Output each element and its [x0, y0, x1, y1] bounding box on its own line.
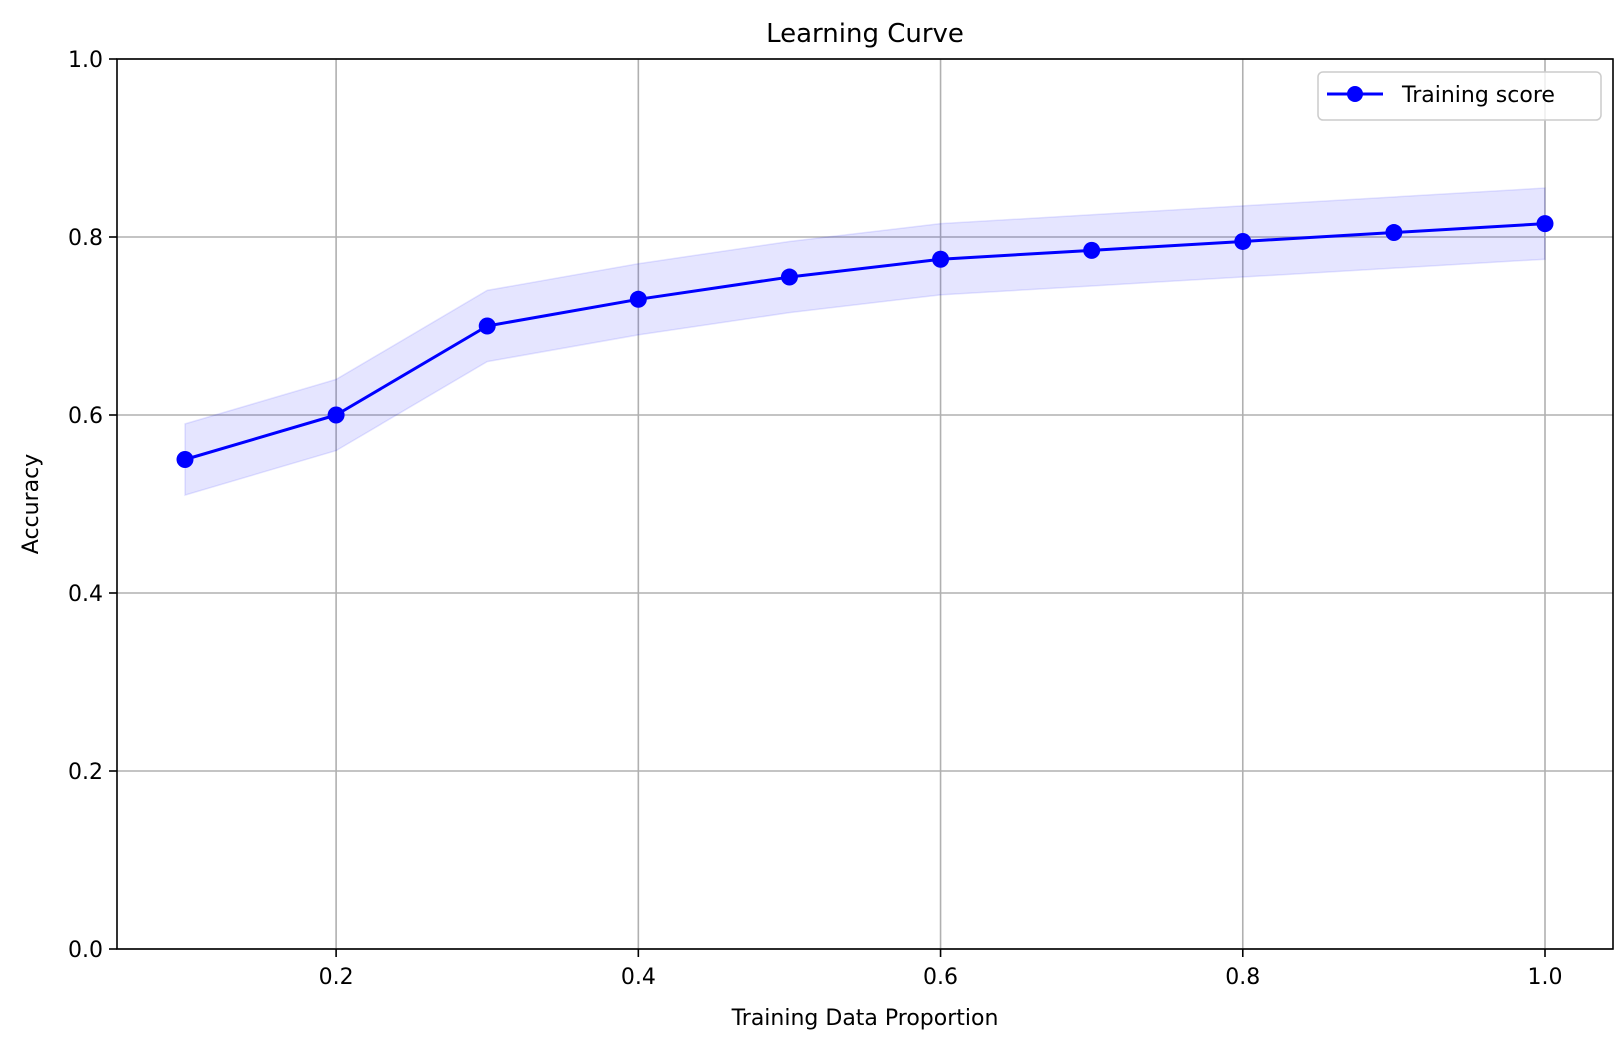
data-point [176, 451, 194, 468]
y-tick-label: 0.2 [68, 760, 103, 785]
series-markers [176, 215, 1554, 468]
legend-marker-swatch [1347, 86, 1363, 102]
data-point [1234, 232, 1252, 250]
x-tick-label: 0.4 [621, 965, 656, 990]
data-point [327, 406, 345, 424]
data-point [1083, 241, 1101, 259]
x-tick-label: 0.6 [923, 965, 958, 990]
series-line-training-score [184, 222, 1546, 461]
y-axis-label: Accuracy [19, 454, 44, 554]
x-tick-label: 0.8 [1225, 965, 1260, 990]
data-point [780, 268, 798, 286]
y-tick-label: 1.0 [68, 48, 103, 73]
legend-box [1317, 71, 1602, 121]
y-axis-ticks: 0.0 0.2 0.4 0.6 0.8 1.0 [68, 48, 117, 963]
legend: Training score [1317, 71, 1602, 121]
x-tick-label: 1.0 [1528, 965, 1563, 990]
x-tick-label: 0.2 [319, 965, 354, 990]
chart-title: Learning Curve [766, 19, 964, 49]
plot-frame [116, 58, 1614, 950]
y-tick-label: 0.4 [68, 582, 103, 607]
confidence-band [184, 187, 1546, 497]
legend-label-training-score: Training score [1401, 83, 1555, 108]
series-line-layer [184, 222, 1546, 461]
y-tick-label: 0.8 [68, 226, 103, 251]
y-tick-label: 0.0 [68, 938, 103, 963]
confidence-band-layer [184, 187, 1546, 497]
data-point [932, 250, 950, 268]
data-point [1385, 224, 1403, 242]
y-tick-label: 0.6 [68, 404, 103, 429]
data-point [1536, 215, 1554, 233]
data-point [629, 290, 647, 308]
x-axis-label: Training Data Proportion [731, 1006, 999, 1031]
x-axis-ticks: 0.2 0.4 0.6 0.8 1.0 [319, 949, 1563, 990]
data-point [478, 317, 496, 335]
